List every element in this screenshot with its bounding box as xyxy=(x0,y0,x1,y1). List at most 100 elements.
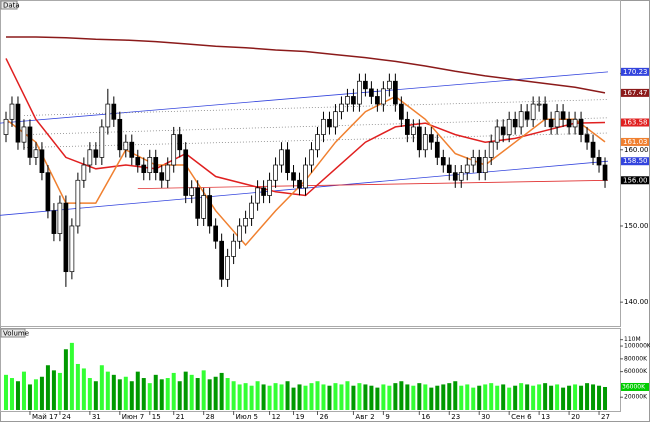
x-tick-label: 9 xyxy=(385,413,389,421)
volume-tick-label: 100000K xyxy=(624,343,650,350)
candle-body xyxy=(482,157,488,173)
volume-tick-label: 20000K xyxy=(624,394,648,401)
volume-bar xyxy=(387,385,392,410)
candle-body xyxy=(291,172,296,181)
price-marker-label: 161.03 xyxy=(623,138,648,146)
volume-bar xyxy=(525,384,530,410)
candle-body xyxy=(249,202,254,219)
candle-body xyxy=(560,111,566,120)
volume-bar xyxy=(363,384,368,410)
volume-bar xyxy=(135,371,140,410)
volume-bar xyxy=(87,378,92,410)
x-tick-label: 20 xyxy=(571,413,580,421)
volume-bar xyxy=(501,384,506,410)
candle-body xyxy=(207,195,213,227)
candle-body xyxy=(315,134,320,151)
candle-body xyxy=(440,157,446,166)
volume-bar xyxy=(417,383,422,410)
candle-body xyxy=(500,126,506,135)
volume-bar xyxy=(423,384,428,410)
volume-bar xyxy=(177,381,182,410)
volume-bar xyxy=(357,383,362,410)
volume-marker-label: 36000K xyxy=(622,383,646,390)
volume-bar xyxy=(543,383,548,410)
volume-bar xyxy=(129,381,134,410)
price-marker-label: 158.50 xyxy=(623,157,648,165)
candle-body xyxy=(135,157,141,166)
volume-bar xyxy=(45,365,50,410)
candle-body xyxy=(75,179,81,227)
price-marker xyxy=(621,67,649,76)
y-tick-label: 150.00 xyxy=(624,222,649,230)
volume-bar xyxy=(351,385,356,410)
volume-bar xyxy=(57,372,62,410)
candle-body xyxy=(428,134,434,143)
candle-body xyxy=(57,202,63,234)
volume-bar xyxy=(429,387,434,410)
volume-bar xyxy=(105,371,110,410)
candle-body xyxy=(3,118,9,135)
volume-bar xyxy=(585,383,590,410)
price-marker-label: 167.47 xyxy=(623,89,648,97)
candle-body xyxy=(399,103,404,120)
trendline xyxy=(137,179,609,189)
candle-body xyxy=(117,118,123,151)
volume-bar xyxy=(141,378,146,410)
volume-bar xyxy=(489,383,494,410)
volume-bar xyxy=(123,376,128,410)
volume-bar xyxy=(435,385,440,410)
title-box xyxy=(0,0,18,10)
candle-body xyxy=(494,126,500,143)
candle-body xyxy=(566,118,572,128)
candle-body xyxy=(345,96,350,105)
candle-body xyxy=(39,149,45,173)
volume-bar xyxy=(261,384,266,410)
candle-body xyxy=(273,164,278,181)
candle-body xyxy=(309,149,314,166)
volume-bar xyxy=(3,374,8,410)
candle-body xyxy=(237,225,242,242)
candle-body xyxy=(33,149,39,158)
candle-body xyxy=(363,80,368,90)
volume-tick-label: 60000K xyxy=(624,368,648,375)
candle-body xyxy=(518,111,524,128)
volume-bar xyxy=(69,342,74,410)
x-tick-label: 30 xyxy=(481,413,490,421)
volume-bar xyxy=(555,384,560,410)
volume-bar xyxy=(519,383,524,410)
x-tick-label: Май 17 xyxy=(32,413,58,421)
volume-bar xyxy=(249,385,254,410)
volume-bar xyxy=(165,378,170,410)
candle-body xyxy=(111,103,117,120)
volume-bar xyxy=(201,370,206,410)
candle-body xyxy=(416,126,422,151)
candle-body xyxy=(452,172,458,181)
candle-body xyxy=(375,96,380,105)
candle-body xyxy=(303,164,308,189)
volume-bar xyxy=(255,381,260,410)
candle-body xyxy=(285,149,290,173)
volume-bar xyxy=(447,383,452,410)
volume-bar xyxy=(591,384,596,410)
candle-body xyxy=(159,172,165,181)
candle-body xyxy=(123,141,129,151)
volume-bar xyxy=(597,385,602,410)
x-tick-label: 19 xyxy=(296,413,305,421)
moving-average xyxy=(6,36,606,94)
volume-bar xyxy=(285,381,290,410)
candle-body xyxy=(602,164,608,181)
candle-body xyxy=(27,126,33,158)
candle-body xyxy=(339,103,344,113)
candle-body xyxy=(267,179,272,196)
candle-body xyxy=(387,80,392,90)
candle-body xyxy=(554,111,560,128)
volume-bar xyxy=(195,378,200,410)
candle-body xyxy=(506,118,512,135)
chart-title: Data xyxy=(3,2,20,10)
volume-bar xyxy=(513,385,518,410)
candle-body xyxy=(488,141,494,158)
volume-bar xyxy=(291,387,296,410)
trendline xyxy=(0,71,609,124)
